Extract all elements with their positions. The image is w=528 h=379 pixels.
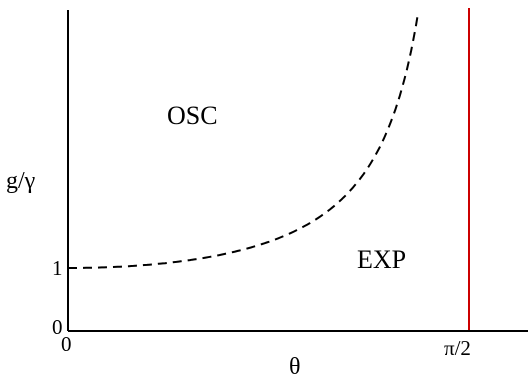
- boundary-curve: [68, 13, 419, 269]
- y-tick-one: 1: [52, 256, 63, 280]
- x-tick-zero: 0: [61, 332, 72, 356]
- y-tick-zero: 0: [52, 315, 63, 339]
- region-label-osc: OSC: [167, 101, 218, 130]
- x-tick-pi-half: π/2: [444, 336, 471, 360]
- y-axis-label: g/γ: [6, 168, 36, 194]
- x-axis-label: θ: [289, 354, 301, 379]
- region-label-exp: EXP: [357, 245, 406, 274]
